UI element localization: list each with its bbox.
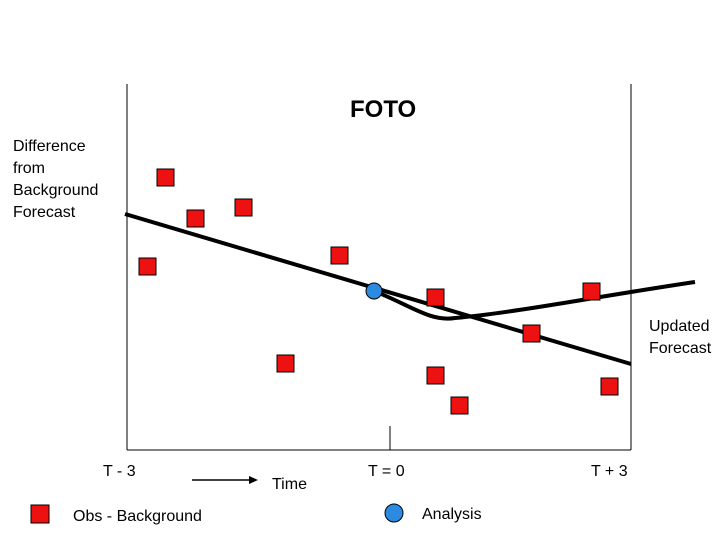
tick-label-t-0: T = 0 bbox=[368, 463, 405, 480]
updated-forecast-label: Updated Forecast bbox=[649, 318, 712, 357]
obs-point bbox=[522, 324, 541, 343]
obs-point bbox=[138, 257, 157, 276]
legend-analysis-label: Analysis bbox=[422, 506, 482, 523]
obs-point bbox=[234, 198, 253, 217]
obs-point bbox=[450, 396, 469, 415]
y-axis-label: Difference from Background Forecast bbox=[13, 138, 99, 221]
obs-point bbox=[600, 377, 619, 396]
observations bbox=[138, 168, 619, 415]
diagram-title: FOTO bbox=[350, 96, 417, 123]
tick-label-t-plus-3: T + 3 bbox=[591, 463, 628, 480]
obs-point bbox=[186, 209, 205, 228]
legend-obs-label: Obs - Background bbox=[73, 508, 202, 525]
obs-point bbox=[426, 366, 445, 385]
legend-analysis-swatch bbox=[384, 503, 404, 523]
tick-label-t-minus-3: T - 3 bbox=[103, 463, 136, 480]
obs-point bbox=[276, 354, 295, 373]
obs-point bbox=[426, 288, 445, 307]
time-label: Time bbox=[272, 476, 307, 493]
legend-obs-swatch bbox=[30, 504, 50, 524]
obs-point bbox=[330, 246, 349, 265]
updated-forecast-curve bbox=[373, 280, 696, 321]
analysis-point bbox=[365, 282, 383, 300]
obs-point bbox=[156, 168, 175, 187]
obs-point bbox=[582, 282, 601, 301]
time-arrow-head bbox=[249, 476, 258, 484]
